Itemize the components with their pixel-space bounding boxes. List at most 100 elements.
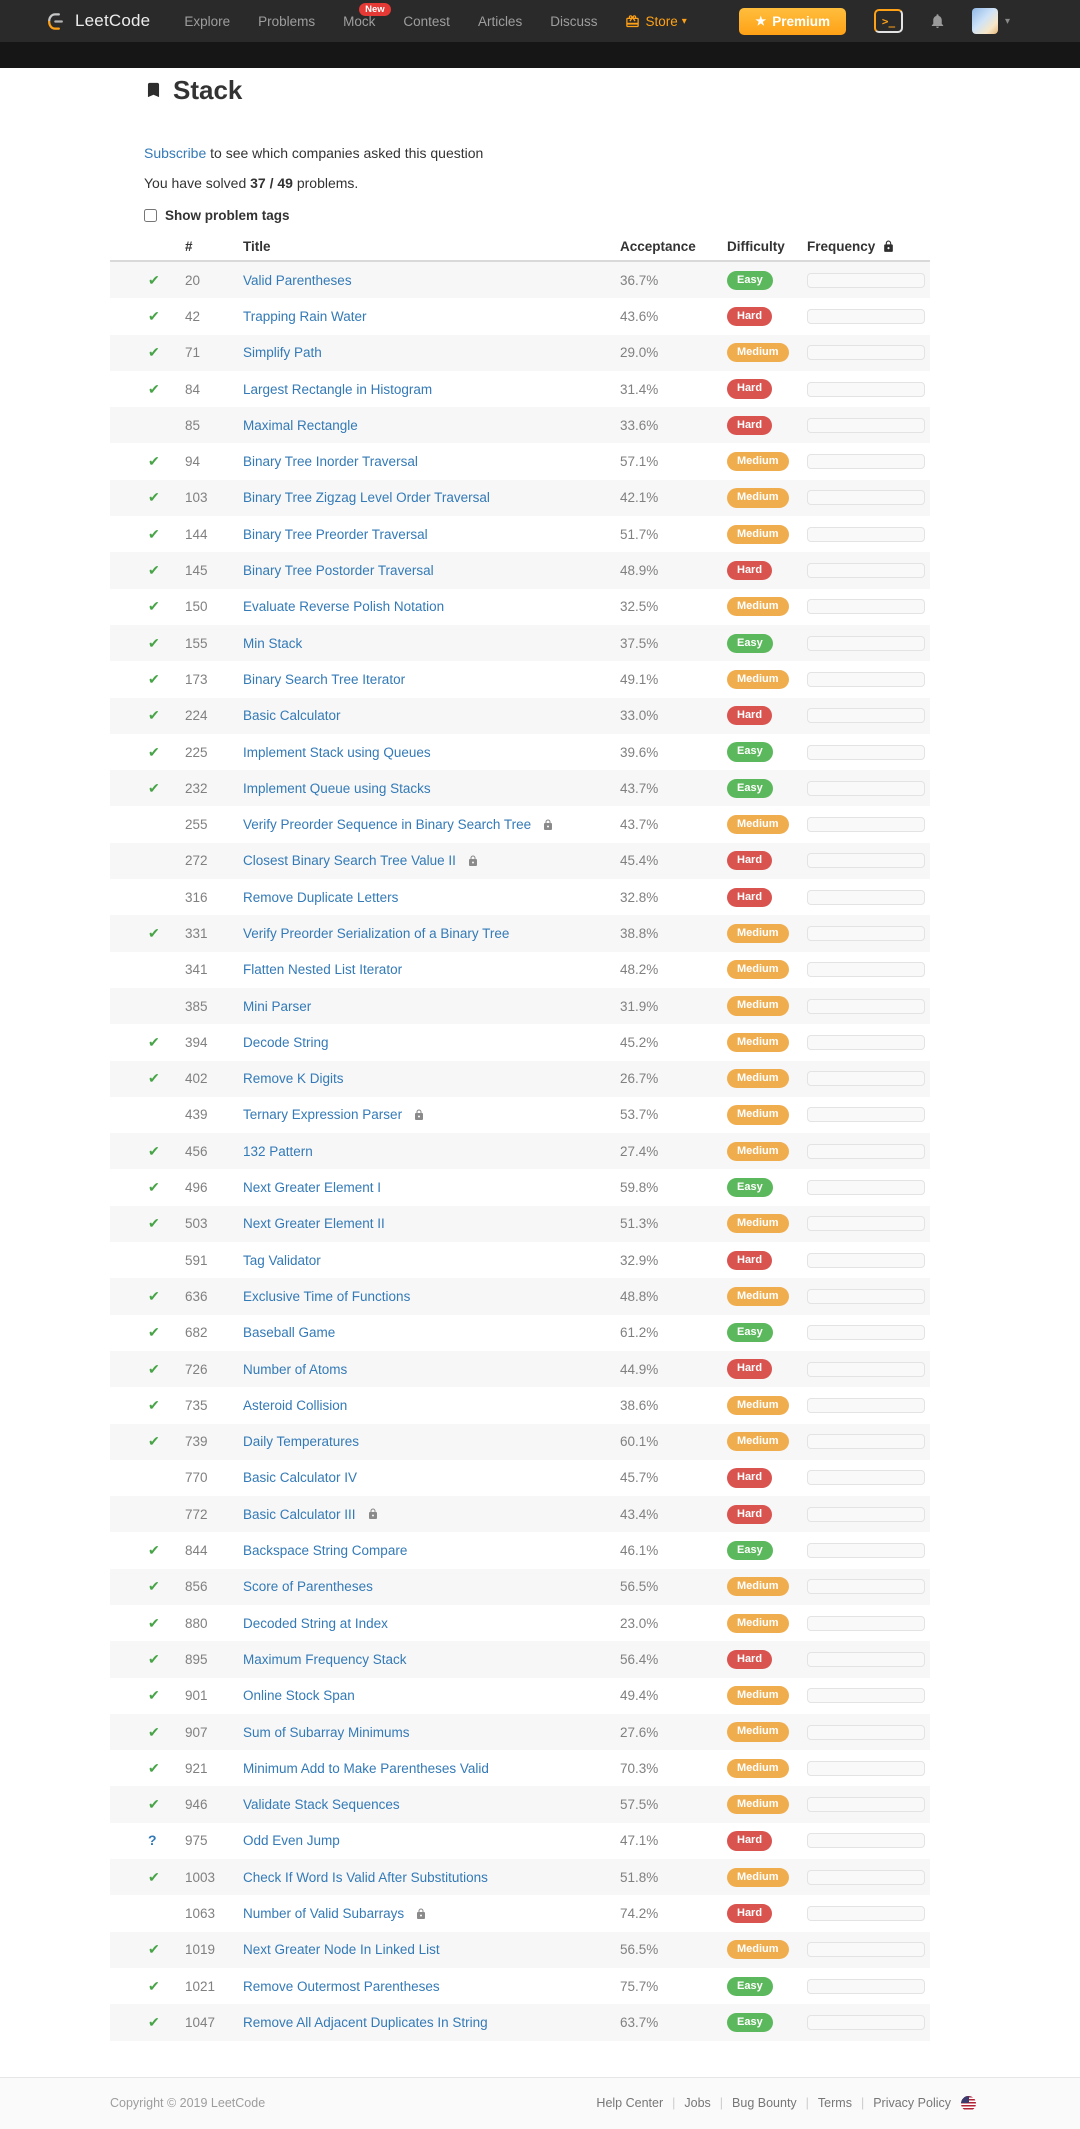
problem-title-link[interactable]: Remove All Adjacent Duplicates In String: [243, 2014, 488, 2030]
header-title: Title: [243, 238, 271, 254]
leetcode-logo[interactable]: LeetCode: [44, 10, 150, 33]
table-row: ✔ 844 Backspace String Compare 46.1% Eas…: [110, 1532, 930, 1568]
table-row: ✔ 682 Baseball Game 61.2% Easy: [110, 1315, 930, 1351]
problem-title-link[interactable]: Number of Valid Subarrays: [243, 1906, 405, 1921]
problem-title-link[interactable]: Exclusive Time of Functions: [243, 1288, 411, 1304]
user-avatar[interactable]: [971, 8, 998, 34]
problem-title-link[interactable]: Remove Outermost Parentheses: [243, 1978, 440, 1994]
problem-title-link[interactable]: Closest Binary Search Tree Value II: [243, 853, 456, 869]
problem-title-link[interactable]: Simplify Path: [243, 345, 322, 361]
subscribe-link[interactable]: Subscribe: [144, 145, 207, 161]
problem-title-link[interactable]: Daily Temperatures: [243, 1434, 360, 1450]
problem-title-link[interactable]: 132 Pattern: [243, 1143, 313, 1159]
problem-title-link[interactable]: Min Stack: [243, 635, 303, 651]
frequency-bar: [807, 1833, 925, 1849]
problem-title-link[interactable]: Flatten Nested List Iterator: [243, 962, 403, 978]
acceptance-value: 32.8%: [620, 889, 659, 905]
problem-title-link[interactable]: Online Stock Span: [243, 1688, 355, 1704]
problem-title-link[interactable]: Check If Word Is Valid After Substitutio…: [243, 1869, 488, 1885]
problem-title-link[interactable]: Largest Rectangle in Histogram: [243, 381, 433, 397]
status-icon: ✔: [148, 1142, 160, 1159]
problem-title-link[interactable]: Basic Calculator IV: [243, 1470, 358, 1486]
frequency-bar: [807, 708, 925, 724]
problem-title-link[interactable]: Binary Tree Postorder Traversal: [243, 563, 434, 579]
show-problem-tags-checkbox[interactable]: [144, 208, 157, 222]
problem-title-link[interactable]: Binary Tree Zigzag Level Order Traversal: [243, 490, 490, 506]
problem-title-link[interactable]: Tag Validator: [243, 1252, 321, 1268]
navbar-bottom-strip: [0, 42, 1080, 68]
nav-discuss[interactable]: Discuss: [550, 13, 598, 29]
nav-store[interactable]: Store ▾: [625, 14, 687, 29]
main-content: Stack Subscribe to see which companies a…: [110, 75, 930, 2041]
problem-title-link[interactable]: Implement Stack using Queues: [243, 744, 431, 760]
problem-title-link[interactable]: Validate Stack Sequences: [243, 1797, 400, 1813]
nav-explore[interactable]: Explore: [184, 13, 231, 29]
problem-title-link[interactable]: Verify Preorder Serialization of a Binar…: [243, 925, 510, 941]
acceptance-value: 36.7%: [620, 272, 659, 288]
problem-title-link[interactable]: Valid Parentheses: [243, 272, 352, 288]
problem-title-link[interactable]: Decoded String at Index: [243, 1615, 388, 1631]
difficulty-badge: Easy: [727, 778, 773, 798]
problem-title-link[interactable]: Evaluate Reverse Polish Notation: [243, 599, 445, 615]
problem-title-link[interactable]: Implement Queue using Stacks: [243, 780, 431, 796]
table-row: ✔ 1003 Check If Word Is Valid After Subs…: [110, 1859, 930, 1896]
status-icon: ✔: [148, 1650, 160, 1667]
premium-button[interactable]: ★ Premium: [739, 7, 846, 35]
problem-title-link[interactable]: Sum of Subarray Minimums: [243, 1724, 410, 1740]
frequency-bar: [807, 1361, 925, 1377]
footer-link-jobs[interactable]: Jobs: [684, 2096, 711, 2111]
problem-title-link[interactable]: Number of Atoms: [243, 1361, 348, 1377]
problem-title-link[interactable]: Maximum Frequency Stack: [243, 1651, 407, 1667]
problem-title-link[interactable]: Remove Duplicate Letters: [243, 889, 399, 905]
difficulty-badge: Hard: [727, 1649, 773, 1670]
show-problem-tags-label: Show problem tags: [165, 207, 290, 223]
problem-title-link[interactable]: Asteroid Collision: [243, 1397, 348, 1413]
status-icon: ✔: [148, 1215, 160, 1232]
footer-link-privacy-policy[interactable]: Privacy Policy: [873, 2096, 951, 2111]
us-flag-icon[interactable]: [961, 2095, 976, 2111]
difficulty-badge: Medium: [727, 669, 789, 689]
playground-terminal-icon[interactable]: >_: [873, 9, 903, 33]
problem-title-link[interactable]: Decode String: [243, 1034, 329, 1050]
avatar-caret-down-icon[interactable]: ▾: [1004, 15, 1010, 27]
acceptance-value: 43.7%: [620, 780, 659, 796]
problem-title-link[interactable]: Next Greater Element I: [243, 1180, 382, 1196]
footer-link-terms[interactable]: Terms: [817, 2096, 852, 2111]
footer-link-help-center[interactable]: Help Center: [596, 2096, 664, 2111]
problem-title-link[interactable]: Basic Calculator III: [243, 1506, 356, 1522]
problem-title-link[interactable]: Mini Parser: [243, 998, 312, 1014]
table-row: 439 Ternary Expression Parser 53.7% Medi…: [110, 1097, 930, 1133]
nav-articles[interactable]: Articles: [477, 13, 523, 29]
problem-title-link[interactable]: Odd Even Jump: [243, 1833, 340, 1849]
acceptance-value: 26.7%: [620, 1071, 659, 1087]
problem-title-link[interactable]: Binary Tree Preorder Traversal: [243, 526, 428, 542]
nav-contest[interactable]: Contest: [403, 13, 450, 29]
problem-title-link[interactable]: Minimum Add to Make Parentheses Valid: [243, 1760, 489, 1776]
footer-link-bug-bounty[interactable]: Bug Bounty: [732, 2096, 797, 2111]
problem-title-link[interactable]: Next Greater Node In Linked List: [243, 1942, 440, 1958]
acceptance-value: 32.5%: [620, 599, 659, 615]
table-row: ✔ 739 Daily Temperatures 60.1% Medium: [110, 1423, 930, 1460]
notifications-bell-icon[interactable]: [929, 12, 946, 30]
problem-number: 456: [185, 1143, 208, 1159]
problem-title-link[interactable]: Score of Parentheses: [243, 1579, 373, 1595]
problem-title-link[interactable]: Ternary Expression Parser: [243, 1107, 403, 1123]
problem-title-link[interactable]: Backspace String Compare: [243, 1543, 408, 1559]
problem-title-link[interactable]: Binary Tree Inorder Traversal: [243, 454, 418, 470]
problem-title-link[interactable]: Trapping Rain Water: [243, 308, 367, 324]
lock-icon: [468, 855, 477, 866]
problem-title-link[interactable]: Maximal Rectangle: [243, 417, 358, 433]
problem-number: 726: [185, 1361, 208, 1377]
problem-title-link[interactable]: Basic Calculator: [243, 708, 341, 724]
lock-icon: [368, 1508, 377, 1520]
acceptance-value: 56.4%: [620, 1651, 659, 1667]
problem-title-link[interactable]: Binary Search Tree Iterator: [243, 671, 406, 687]
difficulty-badge: Medium: [727, 1032, 789, 1052]
problem-title-link[interactable]: Remove K Digits: [243, 1071, 344, 1087]
nav-mock[interactable]: Mock New: [343, 2, 391, 29]
nav-problems[interactable]: Problems: [258, 13, 316, 29]
problem-title-link[interactable]: Verify Preorder Sequence in Binary Searc…: [243, 817, 532, 833]
problem-title-link[interactable]: Next Greater Element II: [243, 1216, 385, 1232]
problem-title-link[interactable]: Baseball Game: [243, 1325, 336, 1341]
acceptance-value: 51.3%: [620, 1216, 659, 1232]
